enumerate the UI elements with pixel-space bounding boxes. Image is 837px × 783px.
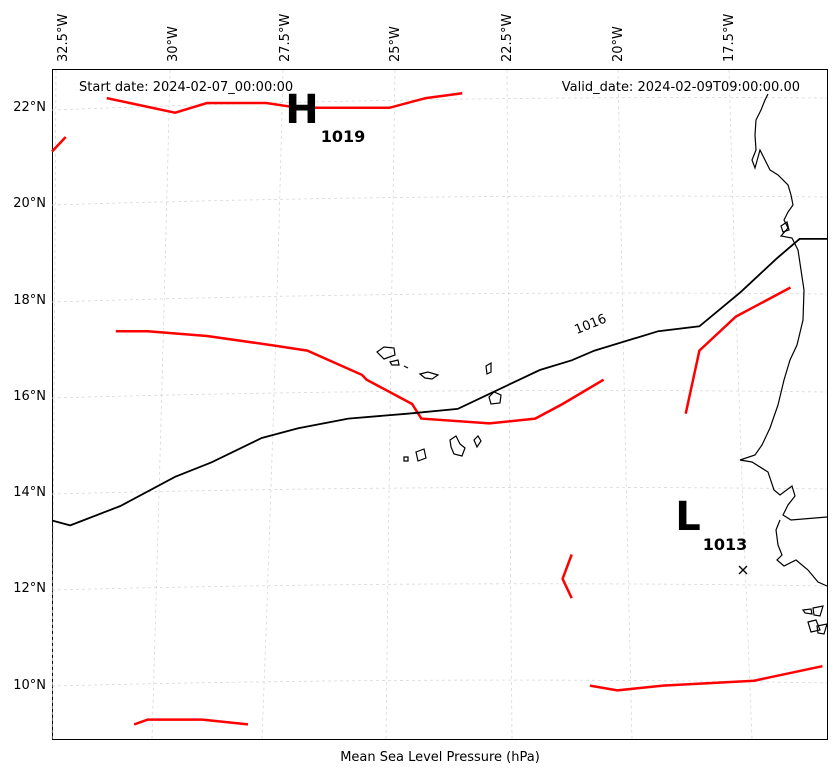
longitude-ticks: 32.5°W 30°W 27.5°W 25°W 22.5°W 20°W 17.5… [56, 14, 737, 62]
bijagos-island-4 [816, 623, 828, 635]
lon-tick-label: 17.5°W [722, 14, 737, 62]
front-line-southwest [133, 718, 249, 726]
lat-tick-label: 14°N [13, 485, 46, 500]
cape-verde-sal [485, 361, 492, 375]
bijagos-island-2 [812, 605, 824, 617]
lon-tick-label: 25°W [388, 26, 403, 62]
cape-verde-santiago [449, 435, 466, 457]
lon-tick-label: 22.5°W [500, 14, 515, 62]
isobar-line [51, 238, 827, 527]
lat-tick-label: 20°N [13, 196, 46, 211]
low-pressure-value: 1013 [703, 535, 748, 554]
cape-verde-brava [403, 456, 409, 462]
low-center-marker [738, 565, 748, 575]
map-caption: Mean Sea Level Pressure (hPa) [340, 750, 540, 765]
front-line-south-stub [561, 554, 573, 599]
coast-fragment [775, 519, 828, 587]
front-line-northwest [51, 136, 67, 153]
map-frame [52, 69, 828, 740]
isobar-layer [51, 238, 827, 527]
canary-island [780, 221, 790, 233]
front-line-south-east [589, 664, 823, 692]
cape-verde-sao-vicente [389, 359, 400, 366]
cape-verde-maio [473, 435, 482, 449]
bijagos-island [801, 608, 813, 615]
valid-date-label: Valid_date: 2024-02-09T09:00:00.00 [562, 80, 800, 95]
contour-label-gap [573, 315, 613, 333]
start-date-label: Start date: 2024-02-07_00:00:00 [79, 80, 293, 95]
bijagos-island-3 [807, 619, 821, 633]
cape-verde-santo-antao [376, 346, 396, 360]
cape-verde-santa-luzia [403, 365, 409, 369]
front-line-central [115, 329, 605, 425]
graticule [51, 69, 828, 740]
coastlines [376, 93, 828, 635]
lon-tick-label: 27.5°W [278, 14, 293, 62]
lat-tick-label: 10°N [13, 678, 46, 693]
cape-verde-fogo [415, 448, 427, 462]
front-line-east [684, 286, 792, 414]
fronts-layer [51, 92, 823, 726]
front-line-northern [106, 92, 463, 114]
lat-tick-label: 12°N [13, 581, 46, 596]
lat-tick-label: 18°N [13, 293, 46, 308]
cape-verde-sao-nicolau [418, 371, 440, 380]
high-pressure-symbol: H [285, 87, 318, 133]
lat-tick-label: 22°N [13, 100, 46, 115]
lat-tick-label: 16°N [13, 389, 46, 404]
latitude-ticks: 22°N 20°N 18°N 16°N 14°N 12°N 10°N [13, 100, 46, 693]
low-pressure-symbol: L [675, 494, 701, 540]
high-pressure-value: 1019 [321, 127, 366, 146]
lon-tick-label: 30°W [166, 26, 181, 62]
lon-tick-label: 20°W [611, 26, 626, 62]
africa-coast [739, 93, 828, 521]
lon-tick-label: 32.5°W [56, 14, 71, 62]
